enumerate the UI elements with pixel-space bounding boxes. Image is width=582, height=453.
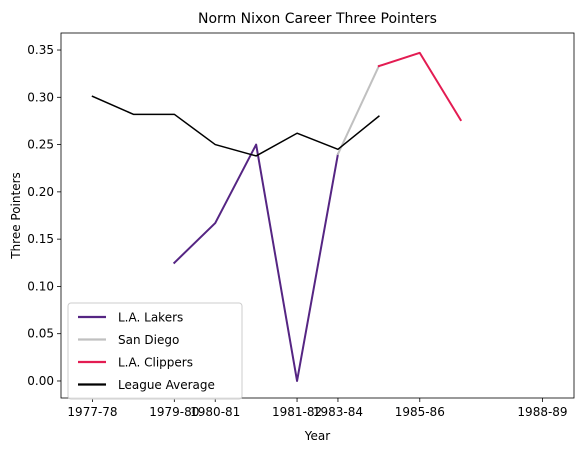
y-tick-label: 0.15: [27, 232, 54, 246]
x-tick-label: 1988-89: [517, 405, 567, 419]
y-tick-label: 0.20: [27, 185, 54, 199]
series-line-l-a-clippers: [377, 51, 463, 122]
plot-frame: [60, 32, 575, 399]
legend: L.A. Lakers San Diego L.A. Clippers League …: [67, 302, 243, 400]
y-tick-label: 0.00: [27, 374, 54, 388]
x-tick-label: 1979-80: [149, 405, 199, 419]
x-tick-label: 1980-81: [190, 405, 240, 419]
y-tick-label: 0.35: [27, 43, 54, 57]
x-tick-label: 1977-78: [67, 405, 117, 419]
legend-box: [67, 302, 243, 400]
legend-label: League Average: [118, 378, 215, 392]
y-axis-title: Three Pointers: [9, 172, 23, 260]
x-tick-label: 1983-84: [313, 405, 363, 419]
y-tick-label: 0.10: [27, 279, 54, 293]
x-tick-label: 1981-82: [272, 405, 322, 419]
plot-area: 0.00 0.05 0.10 0.15 0.20 0.25 0.30 0.35 1977-78 1…: [27, 32, 575, 419]
series-line-san-diego: [336, 64, 381, 156]
series-line-league-average: [91, 95, 380, 157]
x-tick-label: 1985-86: [395, 405, 445, 419]
y-tick-label: 0.05: [27, 327, 54, 341]
y-tick-label: 0.25: [27, 138, 54, 152]
legend-label: San Diego: [118, 333, 179, 347]
series-line-l-a-lakers: [172, 143, 340, 382]
legend-label: L.A. Clippers: [118, 356, 193, 370]
x-axis-title: Year: [304, 429, 330, 443]
legend-label: L.A. Lakers: [118, 311, 183, 325]
chart-title: Norm Nixon Career Three Pointers: [198, 11, 437, 27]
y-tick-label: 0.30: [27, 90, 54, 104]
